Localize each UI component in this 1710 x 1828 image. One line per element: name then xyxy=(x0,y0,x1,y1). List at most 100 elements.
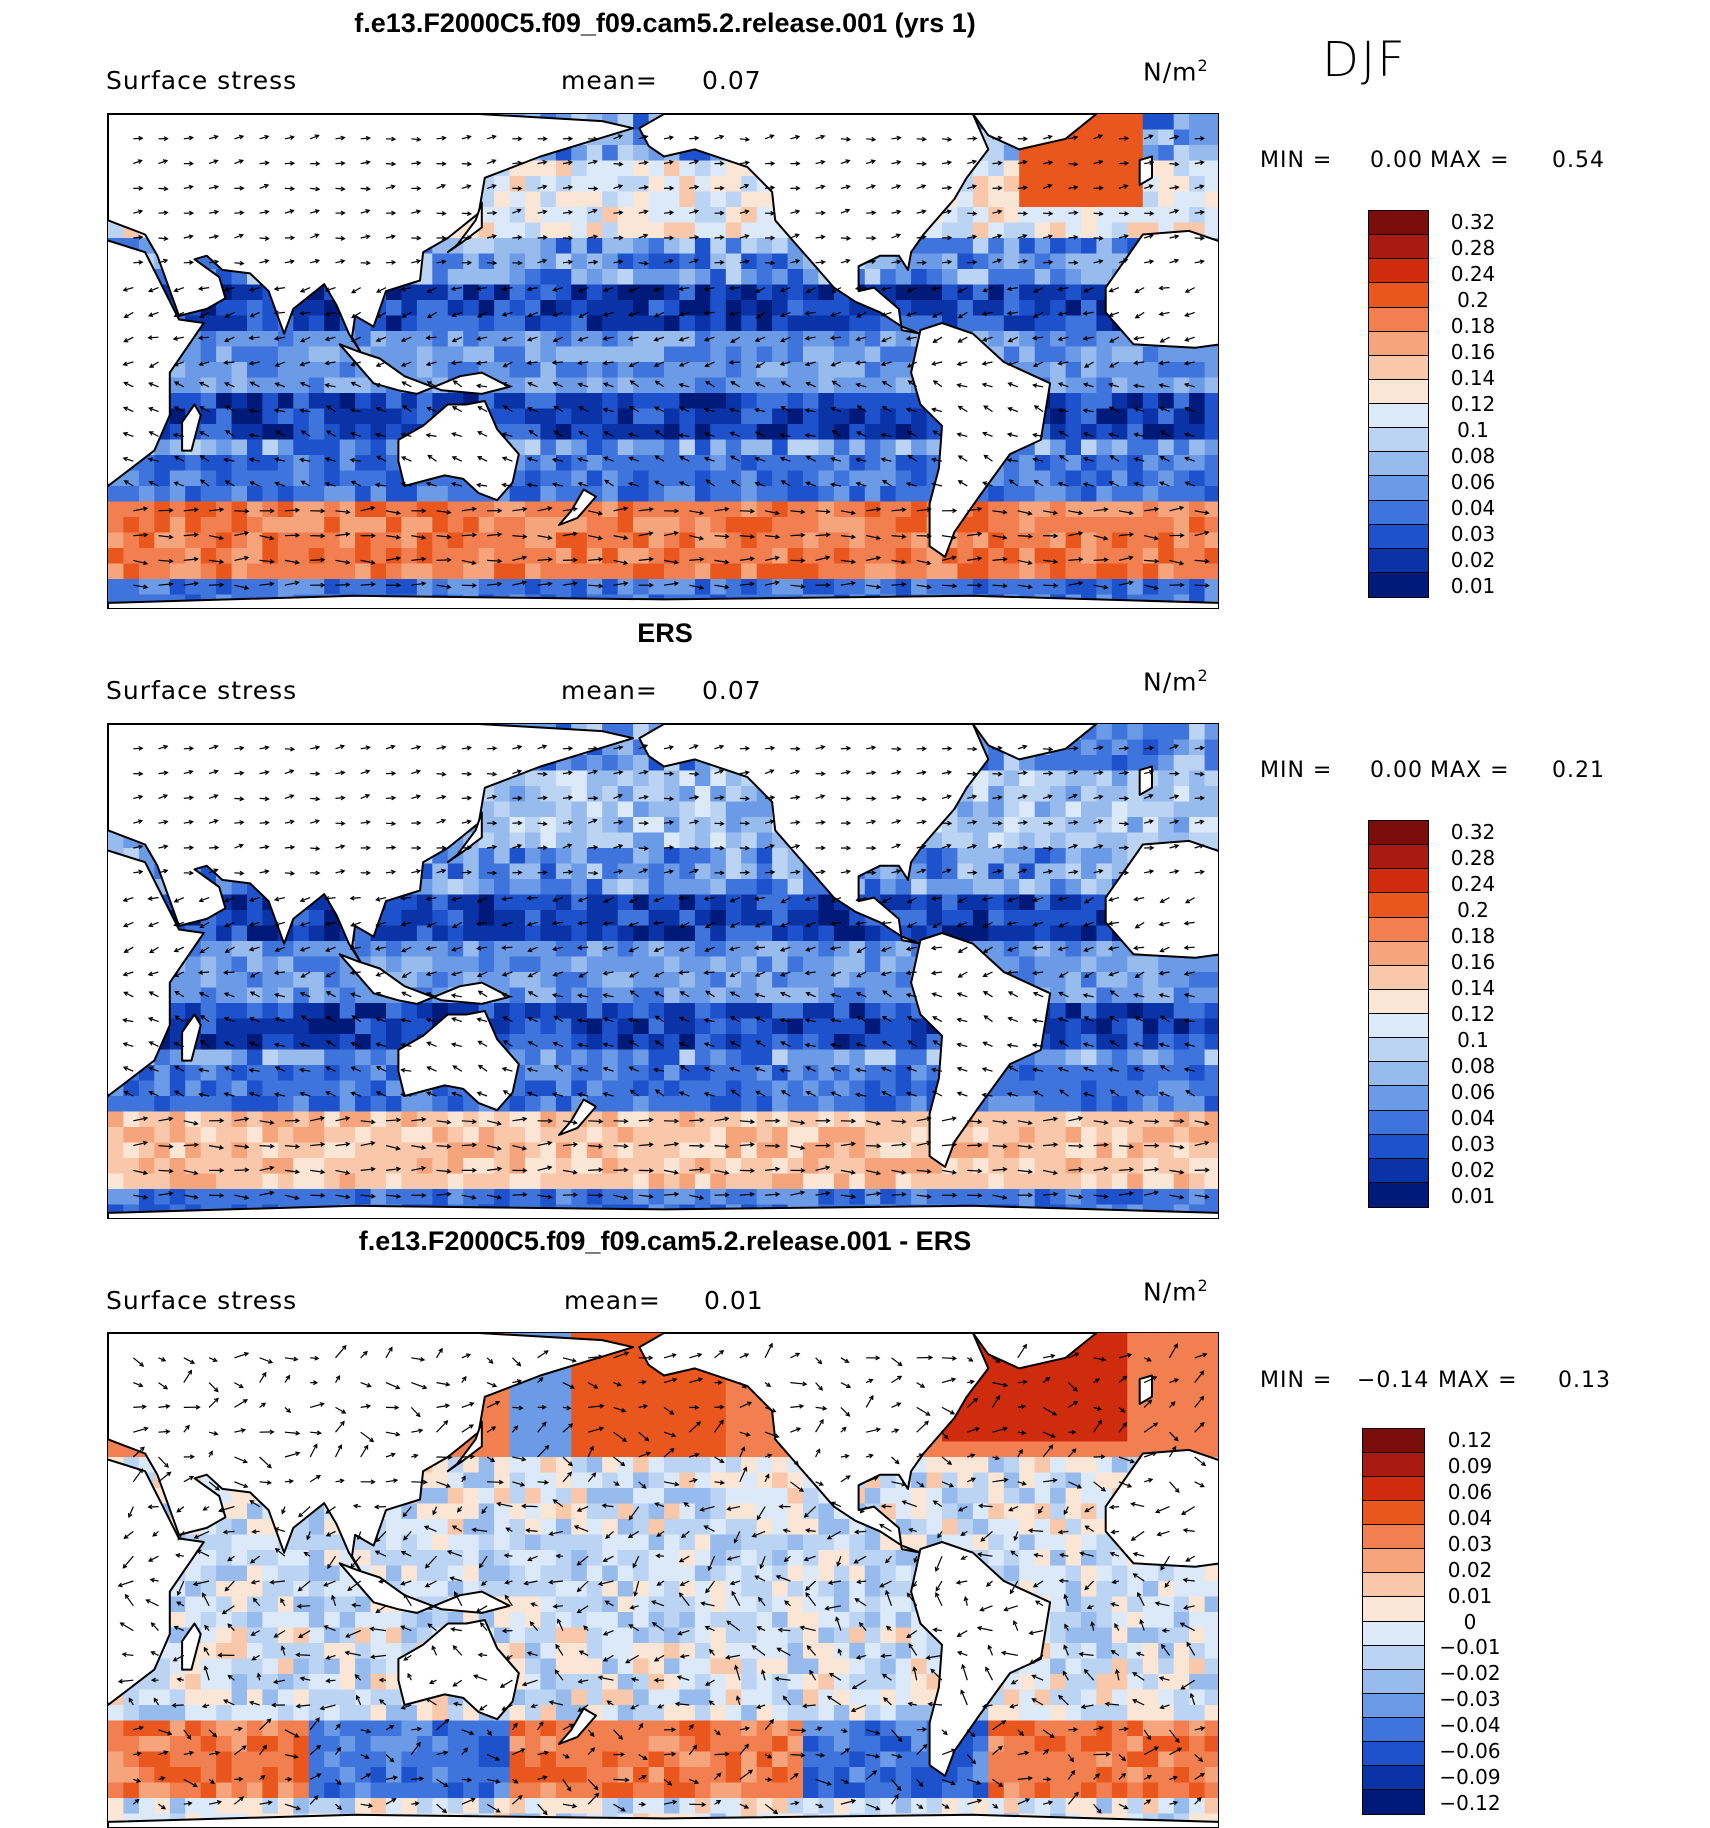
field-cell xyxy=(494,285,510,301)
field-cell xyxy=(1112,145,1128,161)
field-cell xyxy=(772,378,788,394)
field-cell xyxy=(1189,393,1205,409)
field-cell xyxy=(618,316,634,332)
field-cell xyxy=(695,176,711,192)
field-cell xyxy=(633,802,649,818)
field-cell xyxy=(525,238,541,254)
field-cell xyxy=(633,192,649,208)
field-cell xyxy=(1112,347,1128,363)
field-cell xyxy=(741,440,757,456)
map-canvas xyxy=(108,724,1219,1219)
field-cell xyxy=(463,579,479,595)
field-cell xyxy=(973,176,989,192)
field-cell xyxy=(741,579,757,595)
field-cell xyxy=(216,347,232,363)
field-cell xyxy=(988,579,1004,595)
field-cell xyxy=(726,238,742,254)
field-cell xyxy=(757,486,773,502)
field-cell xyxy=(216,486,232,502)
field-cell xyxy=(741,378,757,394)
field-cell xyxy=(1019,192,1035,208)
field-cell xyxy=(710,223,726,239)
field-cell xyxy=(757,548,773,564)
field-cell xyxy=(1205,130,1219,146)
field-cell xyxy=(1050,176,1066,192)
field-cell xyxy=(865,378,881,394)
field-cell xyxy=(571,564,587,580)
field-cell xyxy=(679,517,695,533)
field-cell xyxy=(618,926,634,942)
field-cell xyxy=(494,817,510,833)
field-cell xyxy=(1143,347,1159,363)
field-cell xyxy=(726,223,742,239)
field-cell xyxy=(1019,223,1035,239)
field-cell xyxy=(1096,192,1112,208)
field-cell xyxy=(1127,724,1143,740)
field-cell xyxy=(726,269,742,285)
field-cell xyxy=(1143,724,1159,740)
field-cell xyxy=(679,786,695,802)
field-cell xyxy=(649,864,665,880)
field-cell xyxy=(448,864,464,880)
field-cell xyxy=(556,176,572,192)
field-cell xyxy=(571,533,587,549)
field-cell xyxy=(1004,331,1020,347)
field-cell xyxy=(679,486,695,502)
field-cell xyxy=(988,533,1004,549)
field-cell xyxy=(1035,564,1051,580)
field-cell xyxy=(510,238,526,254)
field-cell xyxy=(1112,440,1128,456)
field-cell xyxy=(386,347,402,363)
field-cell xyxy=(1112,486,1128,502)
field-cell xyxy=(216,455,232,471)
field-cell xyxy=(633,579,649,595)
field-cell xyxy=(247,285,263,301)
field-cell xyxy=(679,502,695,518)
field-cell xyxy=(664,409,680,425)
field-cell xyxy=(1004,238,1020,254)
colorbar-swatch xyxy=(1369,501,1428,525)
field-cell xyxy=(1004,347,1020,363)
field-cell xyxy=(201,486,217,502)
field-cell xyxy=(1189,145,1205,161)
field-cell xyxy=(988,564,1004,580)
field-cell xyxy=(525,502,541,518)
field-cell xyxy=(1096,533,1112,549)
field-cell xyxy=(309,440,325,456)
field-cell xyxy=(170,579,186,595)
field-cell xyxy=(1205,786,1219,802)
field-cell xyxy=(1174,114,1190,130)
field-cell xyxy=(803,378,819,394)
field-cell xyxy=(633,145,649,161)
field-cell xyxy=(772,440,788,456)
field-cell xyxy=(1112,409,1128,425)
field-cell xyxy=(540,517,556,533)
field-cell xyxy=(649,895,665,911)
field-cell xyxy=(865,455,881,471)
field-cell xyxy=(1158,533,1174,549)
field-cell xyxy=(417,347,433,363)
field-cell xyxy=(849,517,865,533)
field-cell xyxy=(1096,130,1112,146)
field-cell xyxy=(479,331,495,347)
field-cell xyxy=(1019,471,1035,487)
field-cell xyxy=(1035,331,1051,347)
field-cell xyxy=(510,300,526,316)
field-cell xyxy=(788,564,804,580)
field-cell xyxy=(587,347,603,363)
field-cell xyxy=(417,926,433,942)
field-cell xyxy=(463,269,479,285)
field-cell xyxy=(247,393,263,409)
field-cell xyxy=(803,486,819,502)
field-cell xyxy=(772,424,788,440)
field-cell xyxy=(726,362,742,378)
field-cell xyxy=(726,848,742,864)
field-cell xyxy=(1158,502,1174,518)
colorbar-swatch xyxy=(1369,283,1428,307)
field-cell xyxy=(417,300,433,316)
field-cell xyxy=(1035,848,1051,864)
field-cell xyxy=(988,502,1004,518)
field-cell xyxy=(1035,879,1051,895)
field-cell xyxy=(649,833,665,849)
field-cell xyxy=(1081,579,1097,595)
